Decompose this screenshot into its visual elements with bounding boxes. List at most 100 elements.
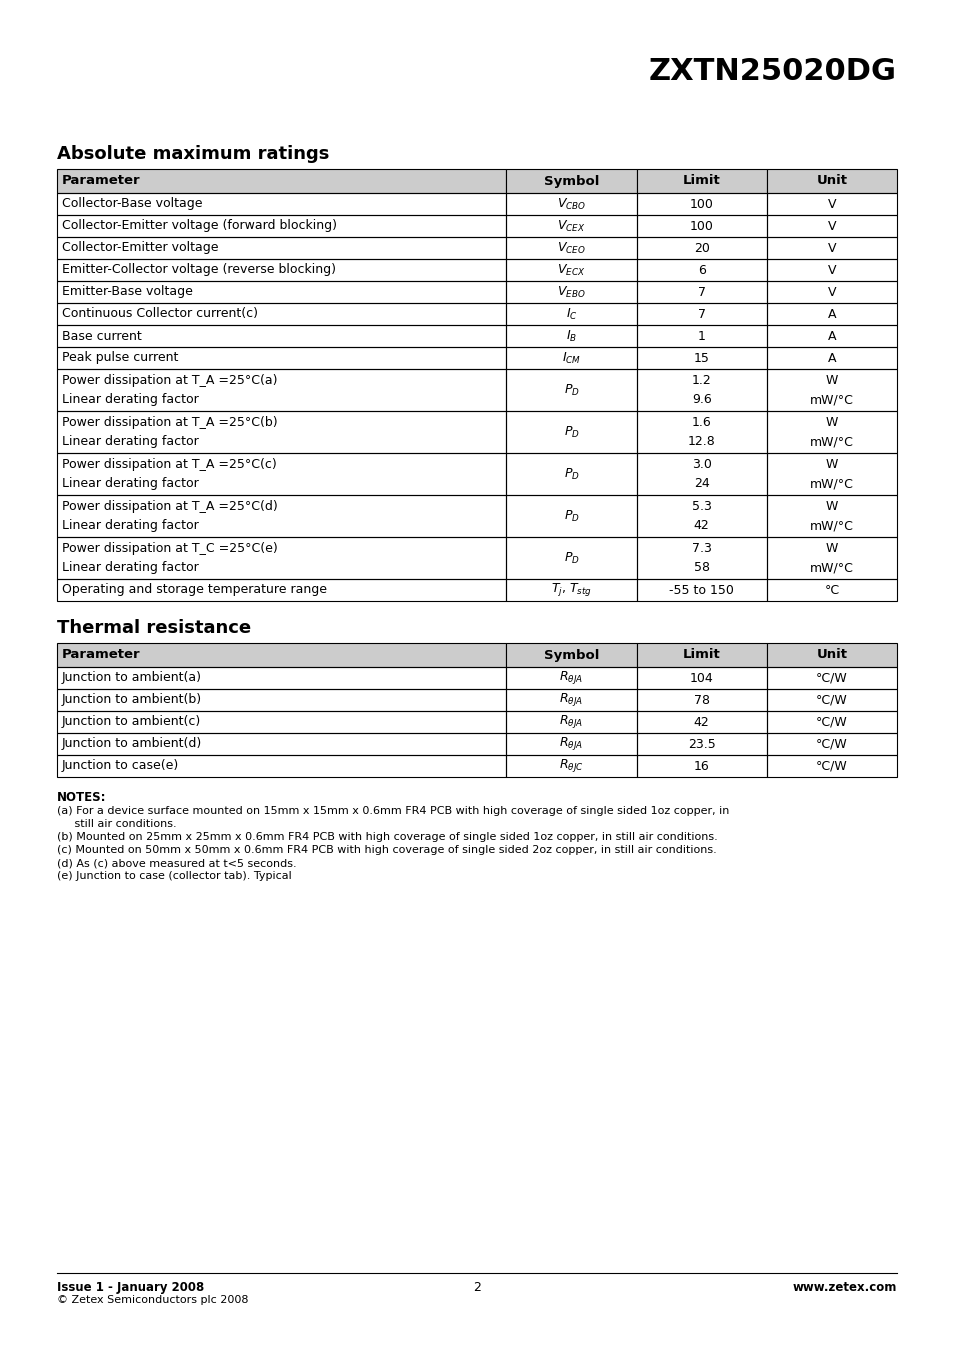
Text: Operating and storage temperature range: Operating and storage temperature range [62,583,327,597]
Text: $P_{D}$: $P_{D}$ [563,382,578,397]
Bar [766,711,896,733]
Text: (d) As (c) above measured at t<5 seconds.: (d) As (c) above measured at t<5 seconds… [57,859,296,868]
Bar [506,369,636,410]
Text: $R_{\theta JA}$: $R_{\theta JA}$ [558,691,583,709]
Text: W: W [825,374,837,387]
Bar [506,755,636,778]
Bar [57,579,506,601]
Text: Linear derating factor: Linear derating factor [62,393,198,406]
Text: Limit: Limit [682,648,720,662]
Bar [766,259,896,281]
Text: °C/W: °C/W [815,716,847,729]
Text: $T_{j}$, $T_{stg}$: $T_{j}$, $T_{stg}$ [550,582,592,598]
Text: Linear derating factor: Linear derating factor [62,435,198,448]
Text: © Zetex Semiconductors plc 2008: © Zetex Semiconductors plc 2008 [57,1295,248,1305]
Bar [766,302,896,325]
Text: Junction to ambient(c): Junction to ambient(c) [62,716,201,729]
Text: Collector-Emitter voltage (forward blocking): Collector-Emitter voltage (forward block… [62,220,336,232]
Text: Issue 1 - January 2008: Issue 1 - January 2008 [57,1281,204,1295]
Bar [766,667,896,688]
Bar [636,238,766,259]
Text: V: V [827,285,835,298]
Text: Symbol: Symbol [543,174,598,188]
Text: 16: 16 [693,760,709,772]
Text: $R_{\theta JA}$: $R_{\theta JA}$ [558,670,583,687]
Text: $V_{CEX}$: $V_{CEX}$ [557,219,585,234]
Bar [57,369,506,410]
Bar [57,667,506,688]
Bar [506,193,636,215]
Bar [57,454,506,495]
Bar [766,193,896,215]
Text: Emitter-Base voltage: Emitter-Base voltage [62,285,193,298]
Text: Collector-Emitter voltage: Collector-Emitter voltage [62,242,218,255]
Text: 6: 6 [697,263,705,277]
Text: Parameter: Parameter [62,648,140,662]
Bar [57,325,506,347]
Text: V: V [827,197,835,211]
Bar [506,454,636,495]
Text: Junction to case(e): Junction to case(e) [62,760,179,772]
Text: 9.6: 9.6 [691,393,711,406]
Text: 7.3: 7.3 [691,541,711,555]
Text: W: W [825,458,837,471]
Bar [636,495,766,537]
Text: $P_{D}$: $P_{D}$ [563,467,578,482]
Text: Collector-Base voltage: Collector-Base voltage [62,197,202,211]
Text: Junction to ambient(a): Junction to ambient(a) [62,671,202,684]
Text: V: V [827,242,835,255]
Bar [636,259,766,281]
Bar [636,302,766,325]
Text: $R_{\theta JC}$: $R_{\theta JC}$ [558,757,583,775]
Bar [506,302,636,325]
Text: still air conditions.: still air conditions. [57,819,176,829]
Text: 24: 24 [693,477,709,490]
Bar [636,537,766,579]
Text: www.zetex.com: www.zetex.com [792,1281,896,1295]
Text: 12.8: 12.8 [687,435,715,448]
Text: V: V [827,263,835,277]
Bar [57,688,506,711]
Text: °C/W: °C/W [815,737,847,751]
Text: 104: 104 [689,671,713,684]
Bar [57,169,506,193]
Bar [506,259,636,281]
Text: 100: 100 [689,197,713,211]
Text: 42: 42 [693,520,709,532]
Text: $P_{D}$: $P_{D}$ [563,551,578,566]
Bar [506,733,636,755]
Bar [636,643,766,667]
Text: (a) For a device surface mounted on 15mm x 15mm x 0.6mm FR4 PCB with high covera: (a) For a device surface mounted on 15mm… [57,806,729,815]
Text: 100: 100 [689,220,713,232]
Text: A: A [827,351,835,364]
Bar [766,688,896,711]
Text: Power dissipation at T_C =25°C(e): Power dissipation at T_C =25°C(e) [62,541,277,555]
Text: V: V [827,220,835,232]
Text: 1.6: 1.6 [691,416,711,429]
Bar [766,410,896,454]
Bar [636,410,766,454]
Bar [506,579,636,601]
Text: mW/°C: mW/°C [809,477,853,490]
Text: °C/W: °C/W [815,760,847,772]
Text: Linear derating factor: Linear derating factor [62,520,198,532]
Text: 20: 20 [693,242,709,255]
Text: Unit: Unit [816,174,846,188]
Bar [57,495,506,537]
Bar [766,579,896,601]
Bar [57,302,506,325]
Text: $V_{ECX}$: $V_{ECX}$ [557,262,585,278]
Text: Continuous Collector current(c): Continuous Collector current(c) [62,308,257,320]
Bar [506,325,636,347]
Bar [636,193,766,215]
Text: $P_{D}$: $P_{D}$ [563,509,578,524]
Text: 1.2: 1.2 [691,374,711,387]
Text: W: W [825,541,837,555]
Bar [57,347,506,369]
Text: °C: °C [823,583,839,597]
Bar [766,281,896,302]
Text: Power dissipation at T_A =25°C(d): Power dissipation at T_A =25°C(d) [62,500,277,513]
Bar [766,495,896,537]
Bar [636,711,766,733]
Text: 78: 78 [693,694,709,706]
